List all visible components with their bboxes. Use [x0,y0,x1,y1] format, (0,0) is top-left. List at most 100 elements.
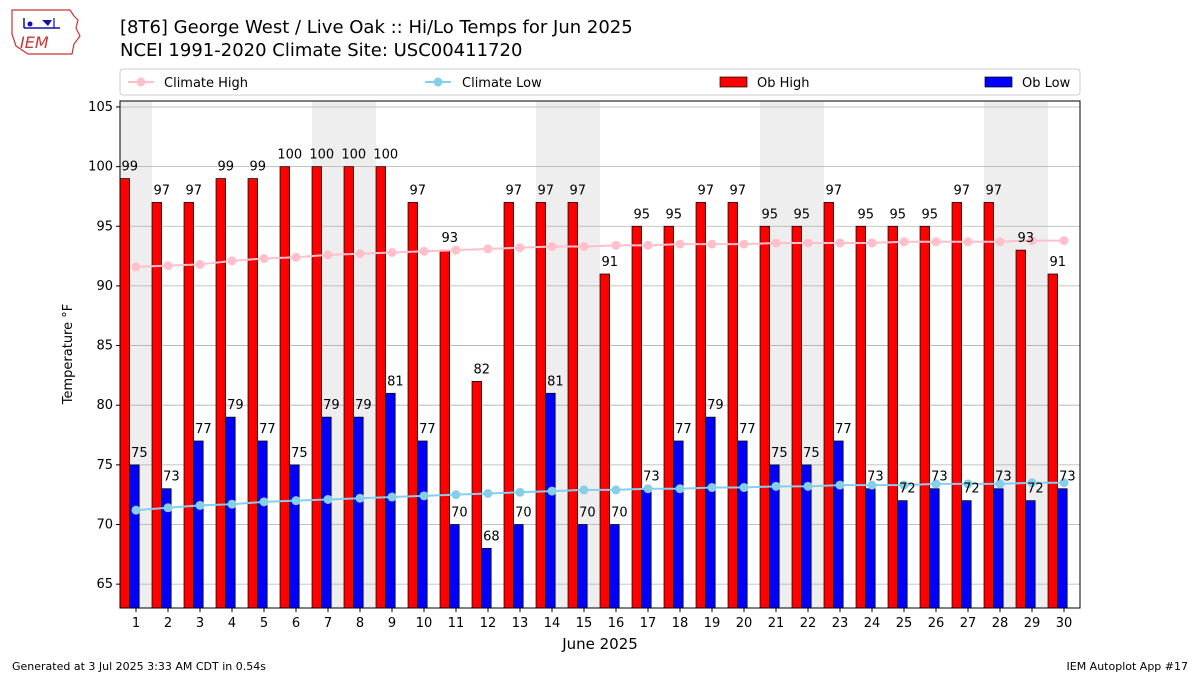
ob-low-label-16: 70 [611,505,628,520]
climate-low-point-1 [131,505,141,515]
x-tick-label-26: 26 [928,616,945,631]
ob-high-label-21: 95 [762,207,779,222]
ob-low-label-1: 75 [131,446,148,461]
climate-low-point-18 [675,484,685,494]
ob-low-bar-13 [513,524,524,609]
climate-high-point-17 [643,240,653,250]
ob-high-bar-1 [119,178,130,609]
ob-high-bar-17 [631,225,642,609]
ob-high-bar-22 [791,225,802,609]
x-tick-label-1: 1 [132,616,140,631]
app-credit: IEM Autoplot App #17 [1066,660,1189,673]
climate-low-point-23 [835,480,845,490]
y-tick-label-80: 80 [96,398,113,413]
climate-high-point-26 [931,237,941,247]
ob-high-label-15: 97 [570,183,587,198]
ob-high-label-30: 91 [1050,255,1067,270]
x-tick-label-10: 10 [416,616,433,631]
ob-low-label-29: 72 [1027,482,1044,497]
ob-low-bar-19 [705,416,716,609]
x-tick-label-5: 5 [260,616,268,631]
ob-low-bar-26 [929,488,940,609]
ob-high-label-7: 100 [309,148,334,163]
ob-low-bar-6 [289,464,300,609]
legend-ob-high-swatch [719,76,748,88]
legend-ob-low-swatch [984,76,1013,88]
ob-low-bar-1 [129,464,140,609]
ob-low-label-25: 72 [899,482,916,497]
ob-high-bar-10 [407,202,418,609]
x-tick-label-27: 27 [960,616,977,631]
x-tick-label-7: 7 [324,616,332,631]
y-tick-label-100: 100 [88,160,113,175]
climate-low-point-6 [291,496,301,506]
ob-high-label-29: 93 [1018,231,1035,246]
ob-high-bar-3 [183,202,194,609]
legend-climate-low-marker [433,77,443,87]
climate-low-point-19 [707,483,717,493]
climate-high-point-11 [451,245,461,255]
climate-high-point-19 [707,239,717,249]
ob-high-label-27: 97 [954,183,971,198]
x-tick-label-15: 15 [576,616,593,631]
climate-high-point-12 [483,244,493,254]
ob-high-label-18: 95 [666,207,683,222]
logo-text: IEM [20,33,49,52]
y-tick-label-95: 95 [96,219,113,234]
ob-high-label-5: 99 [250,160,267,175]
legend-box [119,68,1081,96]
generated-timestamp: Generated at 3 Jul 2025 3:33 AM CDT in 0… [12,660,266,673]
ob-low-label-17: 73 [643,470,660,485]
ob-low-bar-24 [865,488,876,609]
x-tick-label-8: 8 [356,616,364,631]
ob-high-label-28: 97 [986,183,1003,198]
chart-title: [8T6] George West / Live Oak :: Hi/Lo Te… [120,17,633,38]
climate-low-point-25 [899,480,909,490]
ob-high-bar-25 [887,225,898,609]
ob-high-label-24: 95 [858,207,875,222]
climate-low-point-16 [611,485,621,495]
ob-high-bar-8 [343,166,354,609]
ob-high-label-14: 97 [538,183,555,198]
x-tick-label-3: 3 [196,616,204,631]
y-axis-label: Temperature °F [61,304,76,405]
ob-low-label-23: 77 [835,422,852,437]
ob-low-bar-3 [193,440,204,609]
climate-high-point-23 [835,238,845,248]
climate-high-point-22 [803,238,813,248]
ob-low-label-10: 77 [419,422,436,437]
climate-low-point-4 [227,499,237,509]
ob-low-bar-12 [481,548,492,609]
ob-low-bar-8 [353,416,364,609]
climate-low-point-22 [803,481,813,491]
climate-low-point-21 [771,481,781,491]
ob-high-label-12: 82 [474,362,491,377]
ob-high-bar-6 [279,166,290,609]
climate-low-point-10 [419,491,429,501]
ob-low-bar-30 [1057,488,1068,609]
climate-high-point-27 [963,237,973,247]
x-tick-label-12: 12 [480,616,497,631]
x-tick-label-6: 6 [292,616,300,631]
ob-high-label-17: 95 [634,207,651,222]
y-tick-label-65: 65 [96,577,113,592]
climate-low-point-14 [547,486,557,496]
ob-high-label-20: 97 [730,183,747,198]
climate-low-point-28 [995,479,1005,489]
ob-low-label-3: 77 [195,422,212,437]
ob-high-label-23: 97 [826,183,843,198]
climate-high-point-1 [131,262,141,272]
climate-high-point-6 [291,252,301,262]
ob-high-bar-13 [503,202,514,609]
plot-frame [119,100,1081,609]
legend-climate-high-marker [136,77,146,87]
ob-low-label-26: 73 [931,470,948,485]
climate-low-point-24 [867,480,877,490]
chart-subtitle: NCEI 1991-2020 Climate Site: USC00411720 [120,40,523,61]
x-tick-label-30: 30 [1056,616,1073,631]
ob-low-label-24: 73 [867,470,884,485]
climate-high-point-15 [579,242,589,252]
climate-low-point-5 [259,497,269,507]
y-tick-label-105: 105 [88,100,113,115]
ob-high-bar-20 [727,202,738,609]
